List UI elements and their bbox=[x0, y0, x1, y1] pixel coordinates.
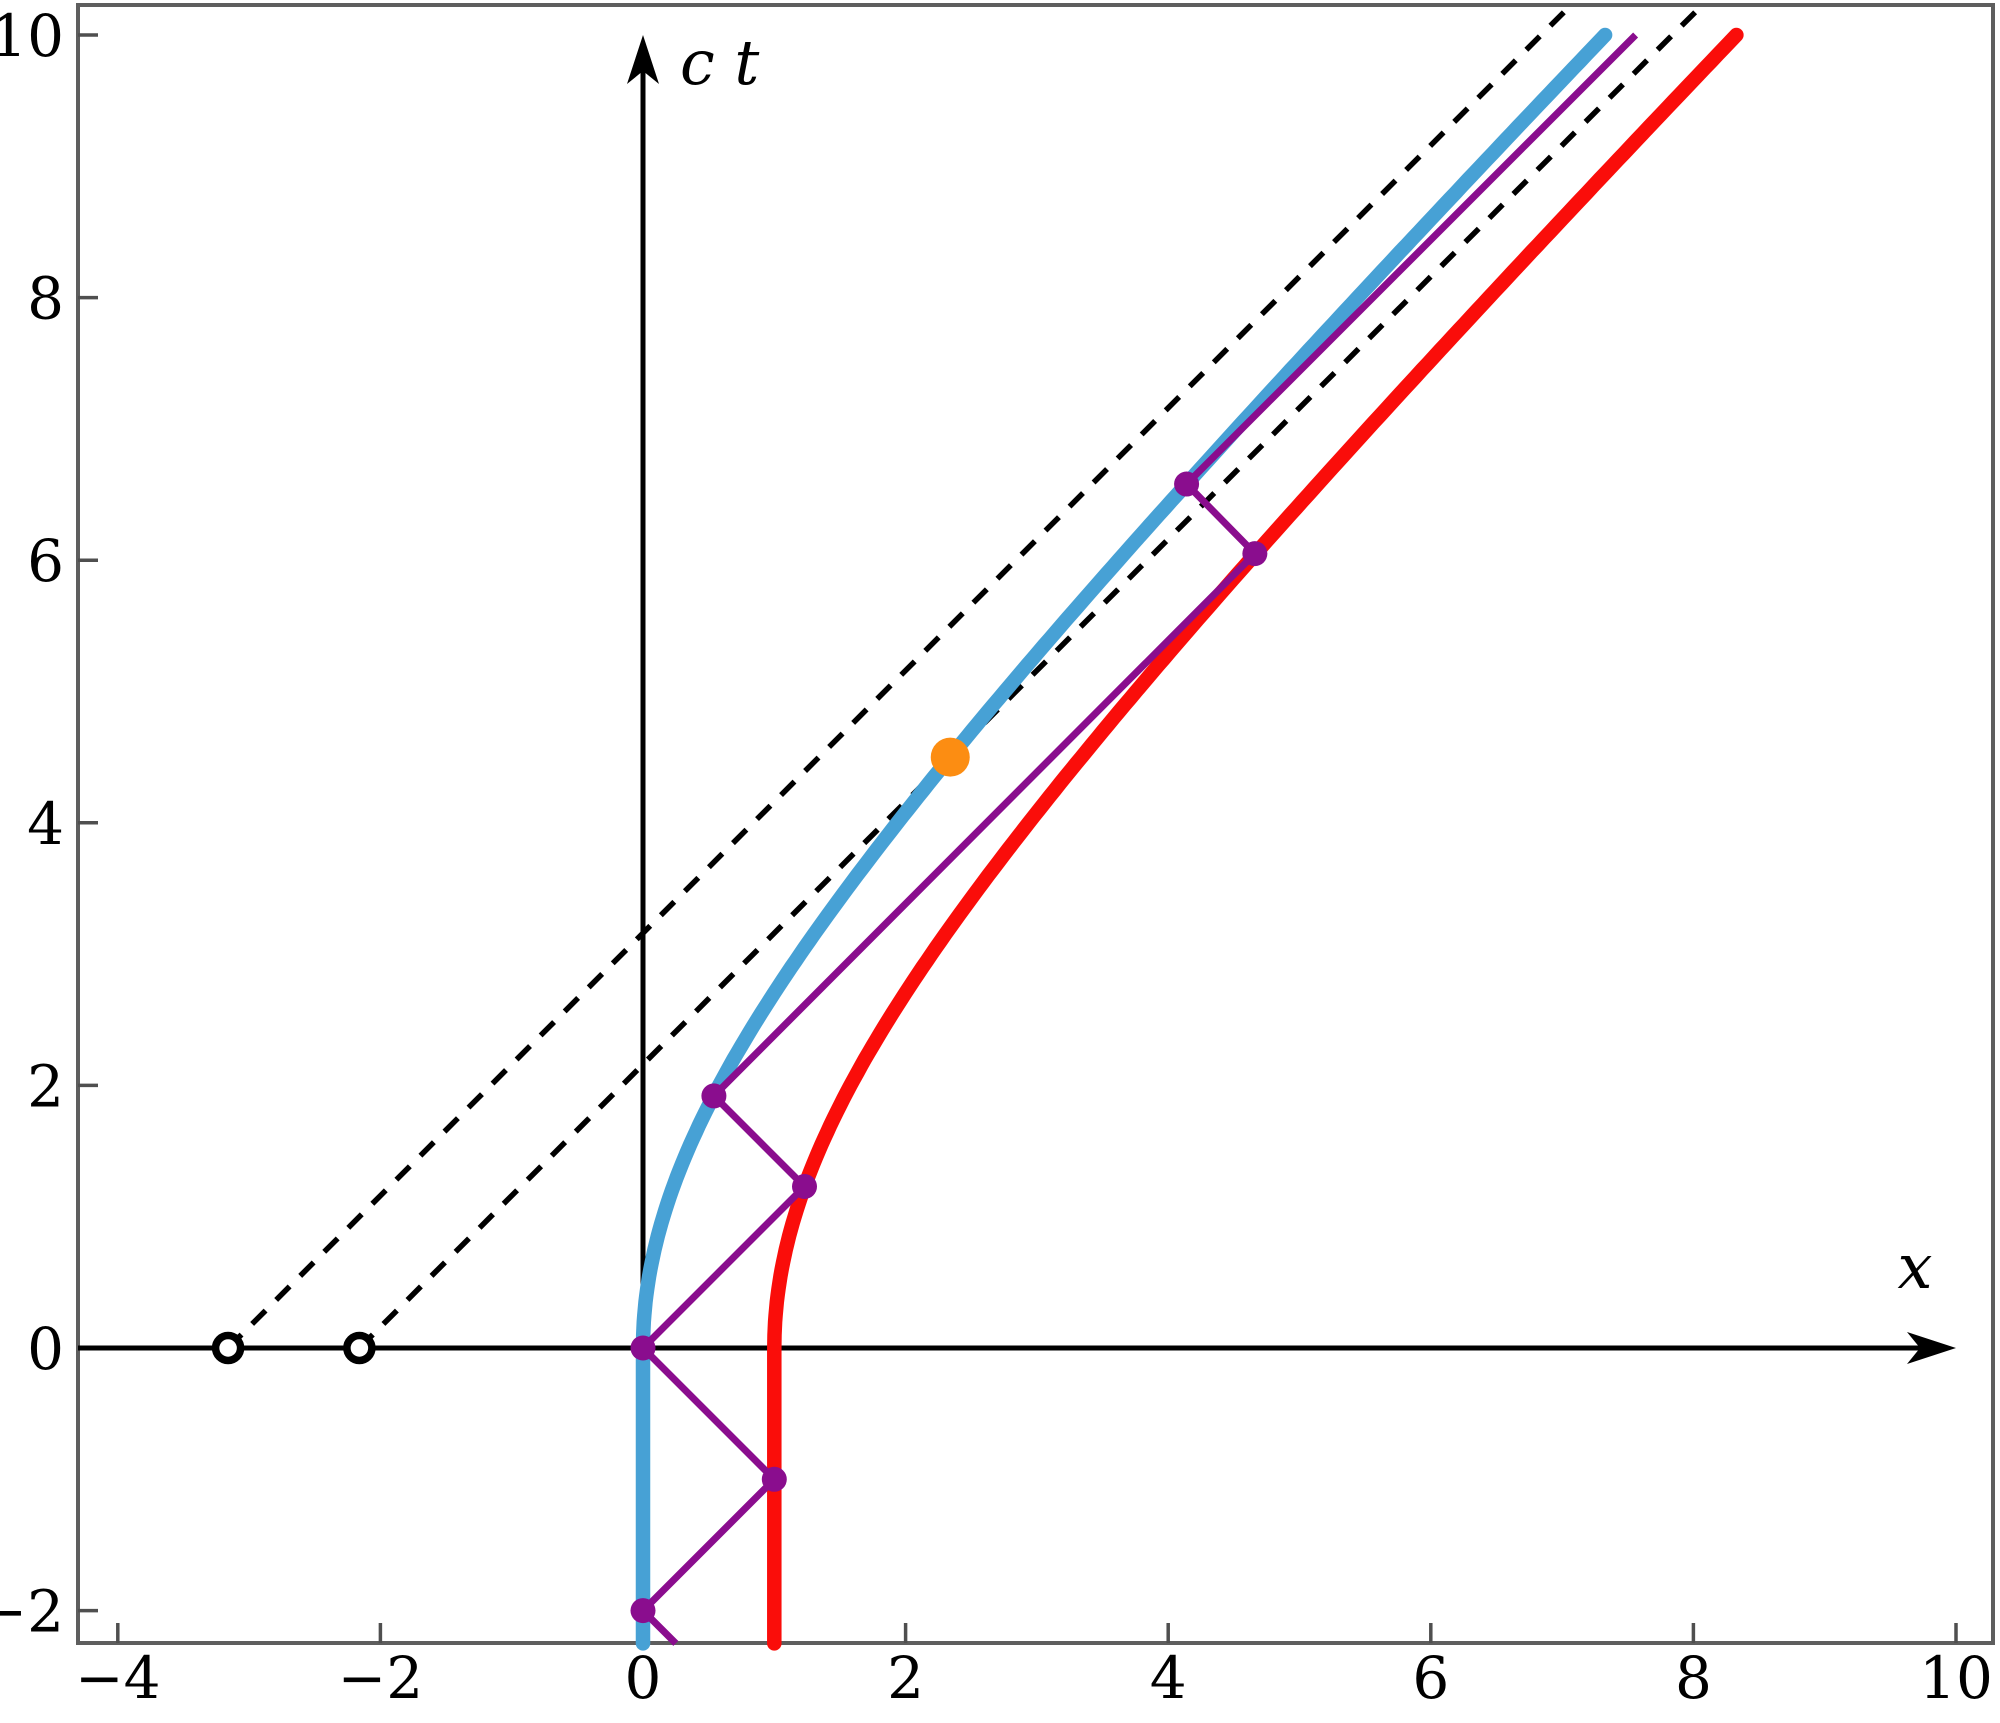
worldline-layer bbox=[635, 27, 1744, 1651]
bounce-event-dot bbox=[630, 1335, 656, 1361]
bounce-event-dot bbox=[630, 1598, 656, 1624]
y-axis-arrowhead bbox=[627, 35, 659, 84]
light-signal-path bbox=[639, 32, 1639, 1646]
y-tick-label: −2 bbox=[0, 1578, 64, 1646]
asymptote-layer bbox=[226, 2, 1705, 1350]
bounce-event-dot bbox=[761, 1466, 787, 1492]
x-tick-label: 6 bbox=[1412, 1644, 1449, 1712]
x-tick-label: 10 bbox=[1919, 1644, 1993, 1712]
x-axis-label: x bbox=[1898, 1230, 1933, 1303]
y-tick-label: 0 bbox=[27, 1315, 64, 1383]
x-tick-label: 8 bbox=[1675, 1644, 1712, 1712]
y-tick-label: 8 bbox=[27, 265, 64, 333]
bounce-event-dot bbox=[791, 1174, 817, 1200]
bounce-event-dot bbox=[701, 1083, 727, 1109]
x-tick-label: 2 bbox=[887, 1644, 924, 1712]
y-tick-label: 4 bbox=[27, 790, 64, 858]
x-tick-label: −2 bbox=[338, 1644, 424, 1712]
horizon-intercept-circle bbox=[343, 1331, 376, 1365]
horizon-asymptote-2 bbox=[357, 2, 1705, 1350]
x-axis-arrowhead bbox=[1907, 1332, 1956, 1364]
event-marker-layer bbox=[211, 471, 1268, 1624]
y-axis-label: c t bbox=[680, 26, 759, 99]
light-signal-layer bbox=[639, 32, 1639, 1646]
x-tick-label: 0 bbox=[625, 1644, 662, 1712]
y-tick-label: 10 bbox=[0, 2, 64, 70]
y-tick-label: 2 bbox=[27, 1052, 64, 1120]
observer-1-worldline bbox=[635, 27, 1613, 1651]
x-tick-label: 4 bbox=[1150, 1644, 1187, 1712]
bounce-event-dot bbox=[1242, 541, 1268, 567]
bounce-event-dot bbox=[1174, 471, 1200, 497]
x-tick-label: −4 bbox=[75, 1644, 161, 1712]
highlight-event-dot bbox=[930, 737, 970, 777]
y-tick-label: 6 bbox=[27, 527, 64, 595]
horizon-asymptote-1 bbox=[226, 2, 1574, 1350]
horizon-intercept-circle bbox=[211, 1331, 245, 1365]
observer-2-worldline bbox=[767, 27, 1744, 1651]
